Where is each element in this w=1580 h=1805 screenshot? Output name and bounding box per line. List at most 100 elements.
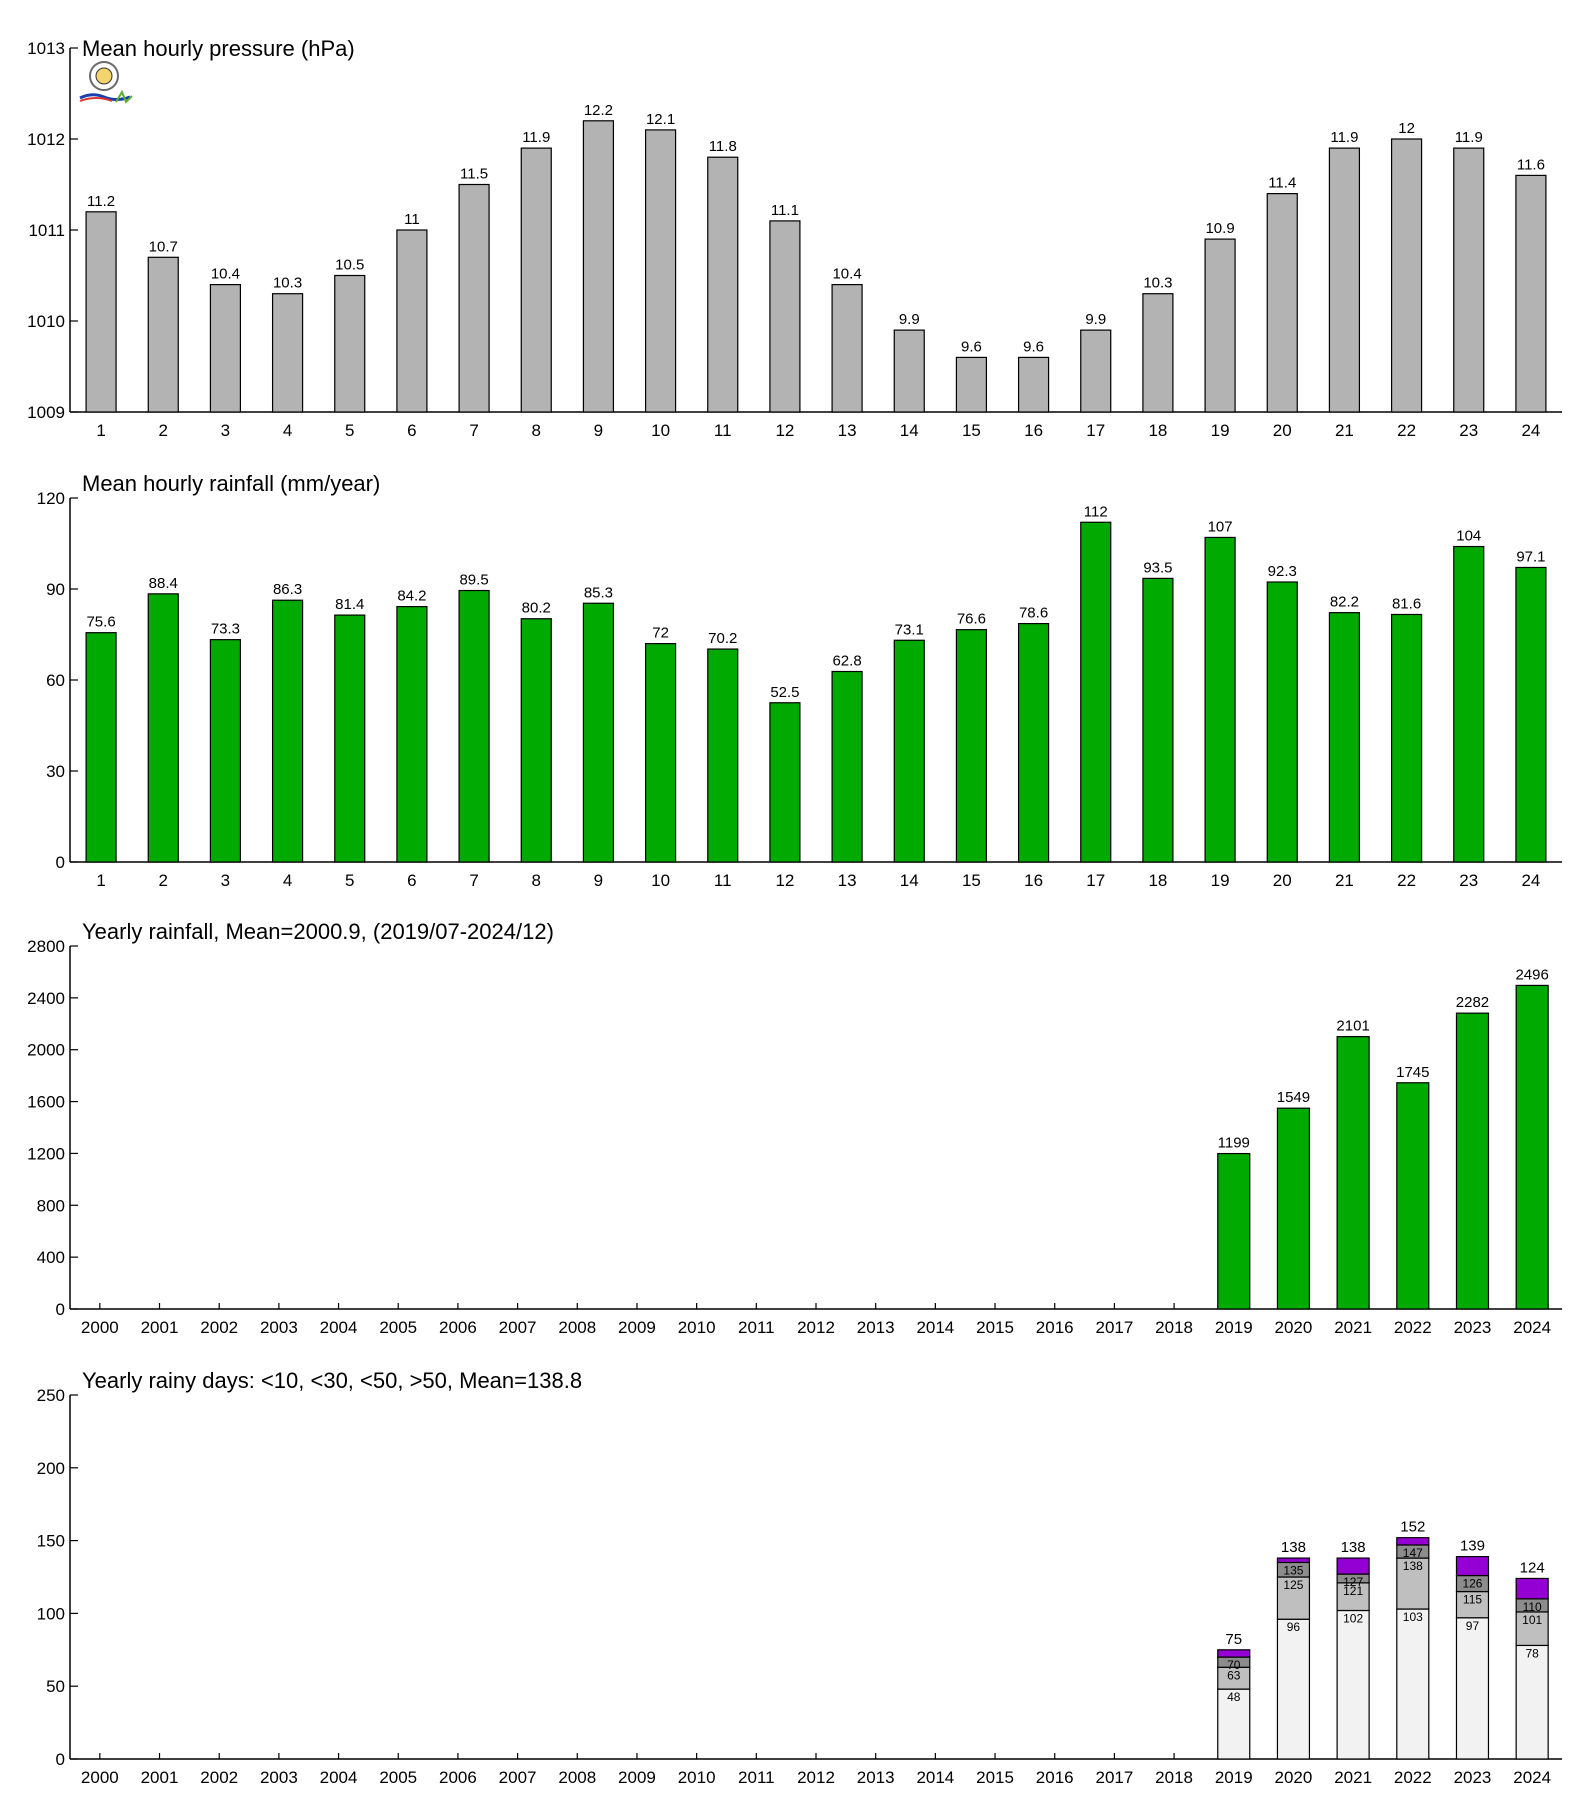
chart3-bar — [1515, 984, 1549, 1310]
chart3-bar — [1455, 1012, 1490, 1310]
chart4-x-tick-label: 2009 — [618, 1768, 656, 1787]
chart1-bar-value-label: 9.6 — [1023, 338, 1044, 355]
chart3-y-tick-label: 2800 — [27, 937, 65, 956]
chart1-bar-value-label: 11.9 — [1330, 129, 1358, 146]
chart2-x-tick-label: 18 — [1148, 871, 1167, 890]
chart2-bar — [955, 629, 988, 863]
chart1-x-tick-label: 15 — [962, 421, 981, 440]
chart1-x-tick-label: 21 — [1335, 421, 1354, 440]
chart2-bar-value-label: 86.3 — [273, 581, 302, 598]
chart2-x-tick-label: 17 — [1086, 871, 1105, 890]
chart1-x-tick-label: 12 — [775, 421, 794, 440]
chart3-bar-value-label: 1549 — [1277, 1089, 1310, 1106]
chart1-bar — [707, 156, 739, 413]
chart3-x-tick-label: 2024 — [1513, 1318, 1551, 1337]
chart4-stack-segment — [1276, 1557, 1311, 1564]
chart1-bar-value-label: 9.9 — [899, 311, 920, 328]
chart1-x-tick-label: 7 — [469, 421, 478, 440]
chart2-x-tick-label: 10 — [651, 871, 670, 890]
chart2-y-tick-label: 90 — [46, 580, 65, 599]
chart4-stack-total-label: 138 — [1281, 1539, 1306, 1556]
chart4-x-tick-label: 2017 — [1095, 1768, 1133, 1787]
chart2-bar-value-label: 85.3 — [584, 584, 613, 601]
chart2-bar — [396, 605, 428, 863]
chart2-bar — [582, 602, 615, 863]
chart2-bar — [644, 642, 677, 863]
chart2-bar — [1515, 566, 1547, 863]
chart1-bar-value-label: 11.5 — [460, 166, 488, 183]
chart3-bar — [1217, 1152, 1251, 1310]
chart4-stack-segment — [1455, 1556, 1490, 1577]
chart4-x-tick-label: 2019 — [1215, 1768, 1253, 1787]
chart1-x-tick-label: 17 — [1086, 421, 1105, 440]
chart2-y-tick-label: 30 — [46, 762, 65, 781]
chart3-bar-value-label: 2101 — [1336, 1018, 1369, 1035]
chart3-x-tick-label: 2003 — [260, 1318, 298, 1337]
chart2-bar — [1453, 545, 1485, 863]
chart4-stack-segment-label: 126 — [1462, 1577, 1482, 1591]
chart1-bar — [209, 284, 242, 413]
chart4-stack-total-label: 138 — [1341, 1539, 1366, 1556]
chart3-y-tick-label: 2000 — [27, 1041, 65, 1060]
chart4-stack-segment-label: 101 — [1522, 1613, 1542, 1627]
chart4-y-tick-label: 0 — [56, 1750, 65, 1769]
chart1-bar — [1453, 147, 1485, 413]
chart4-stack-segment-label: 48 — [1227, 1690, 1241, 1704]
chart1-x-tick-label: 23 — [1459, 421, 1478, 440]
chart4-stack-segment-label: 110 — [1523, 1600, 1542, 1614]
chart2-bar-value-label: 75.6 — [86, 614, 115, 631]
chart1-bar-value-label: 11.1 — [771, 202, 799, 219]
chart4-stack-segment-label: 115 — [1463, 1593, 1482, 1607]
chart4-stack-segment-label: 78 — [1525, 1646, 1539, 1660]
chart4-y-tick-label: 50 — [46, 1677, 65, 1696]
chart4-x-tick-label: 2007 — [499, 1768, 537, 1787]
chart4-x-tick-label: 2002 — [200, 1768, 238, 1787]
chart2-bar-value-label: 107 — [1208, 518, 1233, 535]
chart1-bar — [1204, 238, 1236, 413]
logo-green-mark-icon — [115, 89, 133, 104]
chart3-y-tick-label: 1600 — [27, 1093, 65, 1112]
chart2-bar — [520, 618, 552, 863]
chart4-y-tick-label: 150 — [37, 1532, 65, 1551]
chart4-x-tick-label: 2011 — [738, 1768, 775, 1787]
chart2-bar — [1142, 577, 1174, 863]
chart2-bar — [271, 599, 304, 863]
chart1-bar-value-label: 10.9 — [1205, 220, 1234, 237]
chart1-x-tick-label: 13 — [838, 421, 857, 440]
chart4-stack-segment — [1336, 1609, 1370, 1760]
chart3-x-tick-label: 2005 — [379, 1318, 417, 1337]
chart2-x-tick-label: 9 — [594, 871, 603, 890]
chart4-stack-segment-label: 97 — [1466, 1619, 1480, 1633]
logo-blue-swoosh-icon — [79, 93, 131, 101]
chart3-x-tick-label: 2011 — [738, 1318, 775, 1337]
chart2-bar — [1328, 612, 1361, 863]
chart2-bar — [1080, 521, 1112, 863]
chart1-bar — [1266, 193, 1298, 413]
chart4-stack-segment — [1515, 1577, 1549, 1600]
chart1-bar — [955, 356, 988, 413]
chart1-bar-value-label: 9.6 — [961, 338, 982, 355]
chart1-bar — [1080, 329, 1112, 413]
chart1-x-tick-label: 20 — [1273, 421, 1292, 440]
chart3-bar — [1396, 1082, 1430, 1310]
chart4-stack-segment-label: 70 — [1227, 1658, 1241, 1672]
chart2-y-tick-label: 0 — [56, 853, 65, 872]
chart1-bar-value-label: 12.1 — [646, 111, 675, 128]
chart3-x-tick-label: 2010 — [678, 1318, 716, 1337]
chart2-bar — [334, 614, 366, 863]
chart1-bar-value-label: 11.9 — [522, 129, 550, 146]
chart4-stack-total-label: 75 — [1225, 1631, 1242, 1648]
chart1-x-tick-label: 2 — [159, 421, 168, 440]
chart2-x-tick-label: 19 — [1211, 871, 1230, 890]
chart1-bar — [1328, 147, 1361, 413]
chart1-bar — [1142, 293, 1174, 413]
chart4-stack-segment — [1217, 1688, 1251, 1760]
chart3-x-tick-label: 2023 — [1454, 1318, 1492, 1337]
chart1-title: Mean hourly pressure (hPa) — [82, 36, 355, 61]
chart1-y-tick-label: 1010 — [27, 312, 65, 331]
chart2-bar-value-label: 72 — [652, 625, 669, 642]
chart1-x-tick-label: 19 — [1211, 421, 1230, 440]
chart2-y-tick-label: 120 — [37, 489, 65, 508]
chart4-x-tick-label: 2010 — [678, 1768, 716, 1787]
chart2-bar-value-label: 104 — [1456, 528, 1481, 545]
